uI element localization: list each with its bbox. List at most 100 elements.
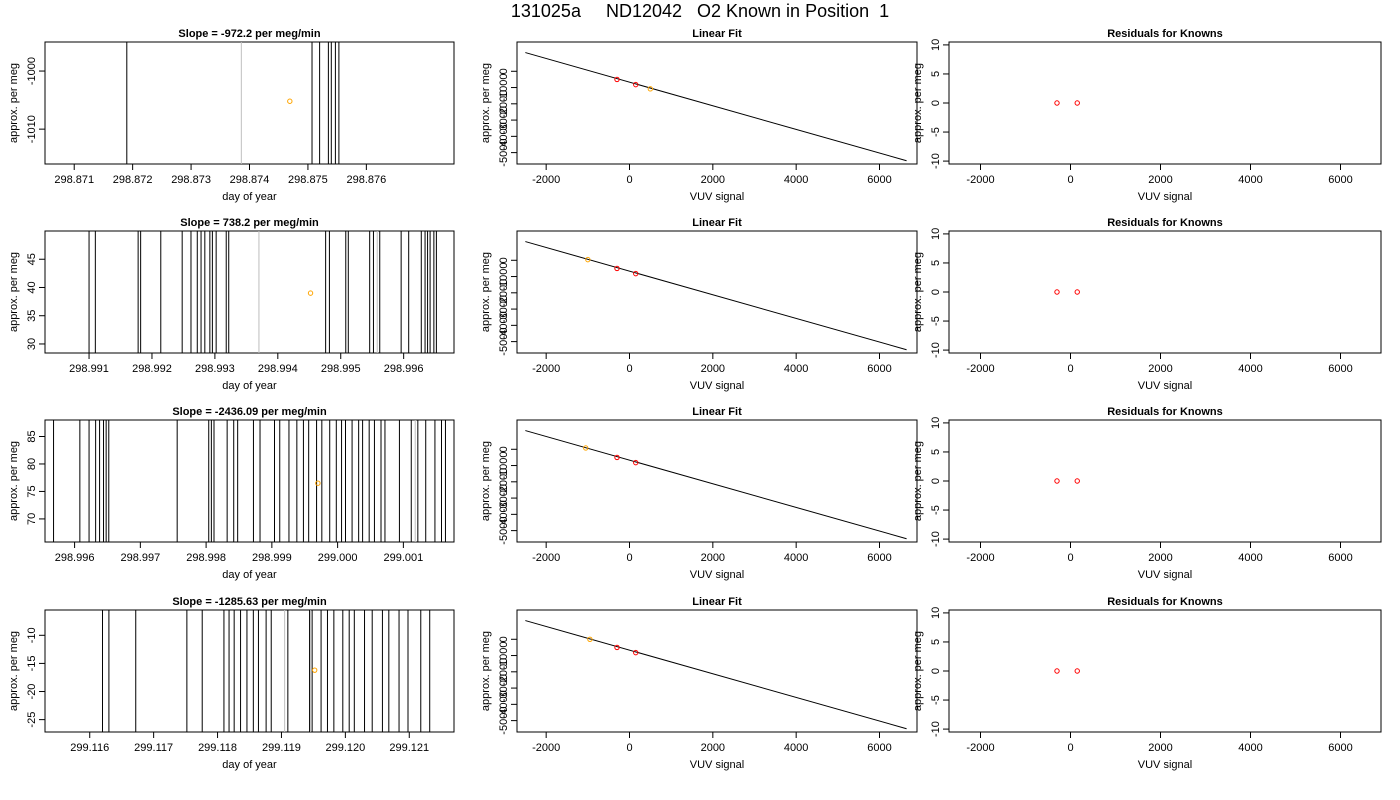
x-tick-label: 2000 — [1148, 363, 1172, 375]
x-tick-label: 6000 — [867, 363, 891, 375]
data-point — [1054, 668, 1060, 674]
x-tick-label: 6000 — [867, 552, 891, 564]
x-tick-label: 4000 — [1238, 552, 1262, 564]
x-tick-label: 4000 — [1238, 174, 1262, 186]
chart-title: Slope = -972.2 per meg/min — [178, 28, 320, 40]
data-point — [633, 81, 639, 88]
y-axis-label: approx. per meg — [8, 252, 20, 332]
y-tick-label: 5 — [930, 639, 942, 645]
y-tick-label: 0 — [930, 668, 942, 674]
x-axis-label: day of year — [222, 759, 277, 771]
y-tick-label: 0 — [498, 68, 510, 74]
chart-panel-fit-4: Linear Fit-2000 0 2000 4000 60000-1000-2000-… — [480, 596, 918, 771]
chart-panel-time-2: Slope = 738.2 per meg/min 298.991 298.992 2… — [8, 217, 455, 392]
y-tick-label: -4000 — [498, 690, 510, 718]
x-tick-label: 0 — [1067, 552, 1073, 564]
y-tick-label: -25 — [26, 712, 38, 728]
plot-frame — [44, 609, 455, 733]
y-tick-label: 30 — [26, 338, 38, 350]
x-tick-label: 298.997 — [120, 552, 160, 564]
x-tick-label: 2000 — [1148, 552, 1172, 564]
data-point — [307, 290, 314, 296]
y-tick-label: 10 — [930, 228, 942, 240]
x-tick-label: 2000 — [701, 742, 725, 754]
x-tick-label: 298.872 — [113, 174, 153, 186]
x-tick-label: 0 — [626, 174, 632, 186]
chart-panel-resid-2: Residuals for Knowns -2000 0 2000 4000 6000 -1… — [912, 217, 1382, 392]
y-axis-label: approx. per meg — [912, 63, 924, 143]
x-axis-label: day of year — [222, 380, 277, 392]
y-tick-label: 40 — [26, 281, 38, 293]
y-tick-label: -5000 — [498, 707, 510, 735]
y-tick-label: -3000 — [498, 484, 510, 512]
data-point — [614, 644, 620, 651]
x-tick-label: 298.875 — [288, 174, 328, 186]
x-tick-label: 0 — [626, 742, 632, 754]
chart-title: Residuals for Knowns — [1107, 217, 1223, 229]
chart-panel-fit-2: Linear Fit-2000 0 2000 4000 60000-1000-2000-… — [480, 217, 918, 392]
y-axis-label: approx. per meg — [912, 631, 924, 711]
y-tick-label: -4000 — [498, 311, 510, 339]
chart-panel-resid-4: Residuals for Knowns -2000 0 2000 4000 6000 -1… — [912, 596, 1382, 771]
y-tick-label: 0 — [930, 100, 942, 106]
x-tick-label: -2000 — [966, 363, 994, 375]
x-tick-label: 6000 — [1328, 363, 1352, 375]
x-tick-label: 0 — [626, 363, 632, 375]
plot-frame — [516, 609, 918, 733]
fit-line — [525, 52, 907, 162]
y-tick-label: 75 — [26, 485, 38, 497]
y-tick-label: -1000 — [498, 262, 510, 290]
y-tick-label: 0 — [498, 636, 510, 642]
x-tick-label: 298.996 — [55, 552, 95, 564]
x-tick-label: 4000 — [1238, 363, 1262, 375]
x-tick-label: 298.998 — [186, 552, 226, 564]
y-axis-label: approx. per meg — [8, 441, 20, 521]
y-axis-label: approx. per meg — [8, 63, 20, 143]
y-tick-label: 0 — [930, 289, 942, 295]
data-point — [587, 636, 593, 642]
y-tick-label: -3000 — [498, 295, 510, 323]
x-axis-label: VUV signal — [690, 380, 744, 392]
x-tick-label: 4000 — [784, 552, 808, 564]
data-point — [1074, 478, 1080, 484]
x-tick-label: -2000 — [532, 363, 560, 375]
x-tick-label: 298.993 — [195, 363, 235, 375]
y-tick-label: -10 — [930, 342, 942, 358]
y-tick-label: 0 — [498, 446, 510, 452]
x-axis-label: VUV signal — [1138, 191, 1192, 203]
y-axis-label: approx. per meg — [480, 63, 492, 143]
y-axis-label: approx. per meg — [8, 631, 20, 711]
y-tick-label: 10 — [930, 39, 942, 51]
y-tick-label: 10 — [930, 417, 942, 429]
plot-frame — [948, 609, 1382, 733]
y-tick-label: -4000 — [498, 500, 510, 528]
y-tick-label: -1000 — [26, 57, 38, 85]
chart-title: Linear Fit — [692, 217, 742, 229]
x-tick-label: 298.999 — [252, 552, 292, 564]
data-point — [1074, 289, 1080, 295]
chart-panel-resid-3: Residuals for Knowns -2000 0 2000 4000 6000 -1… — [912, 406, 1382, 581]
x-axis-label: VUV signal — [690, 191, 744, 203]
chart-panel-resid-1: Residuals for Knowns -2000 0 2000 4000 6000 -1… — [912, 28, 1382, 203]
y-tick-label: -3000 — [498, 106, 510, 134]
x-tick-label: 298.874 — [230, 174, 270, 186]
chart-title: Residuals for Knowns — [1107, 596, 1223, 608]
plot-frame — [44, 230, 455, 354]
x-tick-label: 299.117 — [134, 742, 173, 754]
chart-panel-fit-1: Linear Fit-2000 0 2000 4000 60000-1000-2000-… — [480, 28, 918, 203]
x-tick-label: 2000 — [1148, 742, 1172, 754]
y-tick-label: -5000 — [498, 517, 510, 545]
x-tick-label: 6000 — [867, 742, 891, 754]
y-tick-label: -10 — [26, 627, 38, 643]
fit-line — [525, 430, 907, 540]
y-axis-label: approx. per meg — [480, 252, 492, 332]
plot-frame — [516, 41, 918, 165]
fit-line — [525, 620, 907, 730]
x-tick-label: 4000 — [1238, 742, 1262, 754]
x-tick-label: -2000 — [532, 552, 560, 564]
data-point — [1054, 289, 1060, 295]
x-tick-label: 298.992 — [132, 363, 172, 375]
x-tick-label: -2000 — [966, 174, 994, 186]
chart-panel-time-4: Slope = -1285.63 per meg/min 299.116 299.1… — [8, 596, 455, 771]
